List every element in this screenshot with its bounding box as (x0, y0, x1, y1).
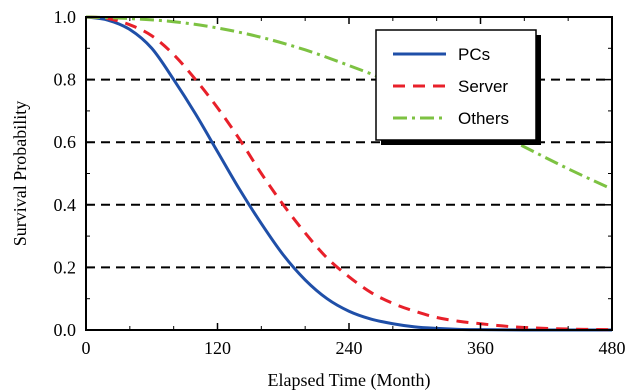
y-tick-label: 0.4 (54, 195, 77, 215)
y-tick-label: 0.6 (54, 132, 77, 152)
y-tick-label: 0.8 (54, 70, 77, 90)
y-axis-title: Survival Probability (10, 101, 30, 247)
y-tick-label: 1.0 (54, 7, 77, 27)
axis-ticks: 0 120 240 360 480 0.0 0.2 0.4 0.6 0.8 1.0 (54, 7, 626, 358)
x-tick-label: 0 (82, 338, 91, 358)
legend-label-pcs: PCs (458, 45, 490, 64)
x-tick-label: 360 (467, 338, 494, 358)
legend-label-server: Server (458, 77, 508, 96)
x-tick-label: 240 (336, 338, 363, 358)
x-tick-label: 120 (204, 338, 231, 358)
series-line-others (85, 15, 613, 191)
y-tick-label: 0.2 (54, 257, 77, 277)
legend: PCs Server Others (375, 29, 541, 145)
x-axis-title: Elapsed Time (Month) (267, 370, 430, 391)
series-line-server (85, 15, 613, 332)
y-tick-label: 0.0 (54, 320, 77, 340)
legend-items: PCs Server Others (393, 45, 509, 128)
x-tick-label: 480 (599, 338, 626, 358)
legend-label-others: Others (458, 109, 509, 128)
